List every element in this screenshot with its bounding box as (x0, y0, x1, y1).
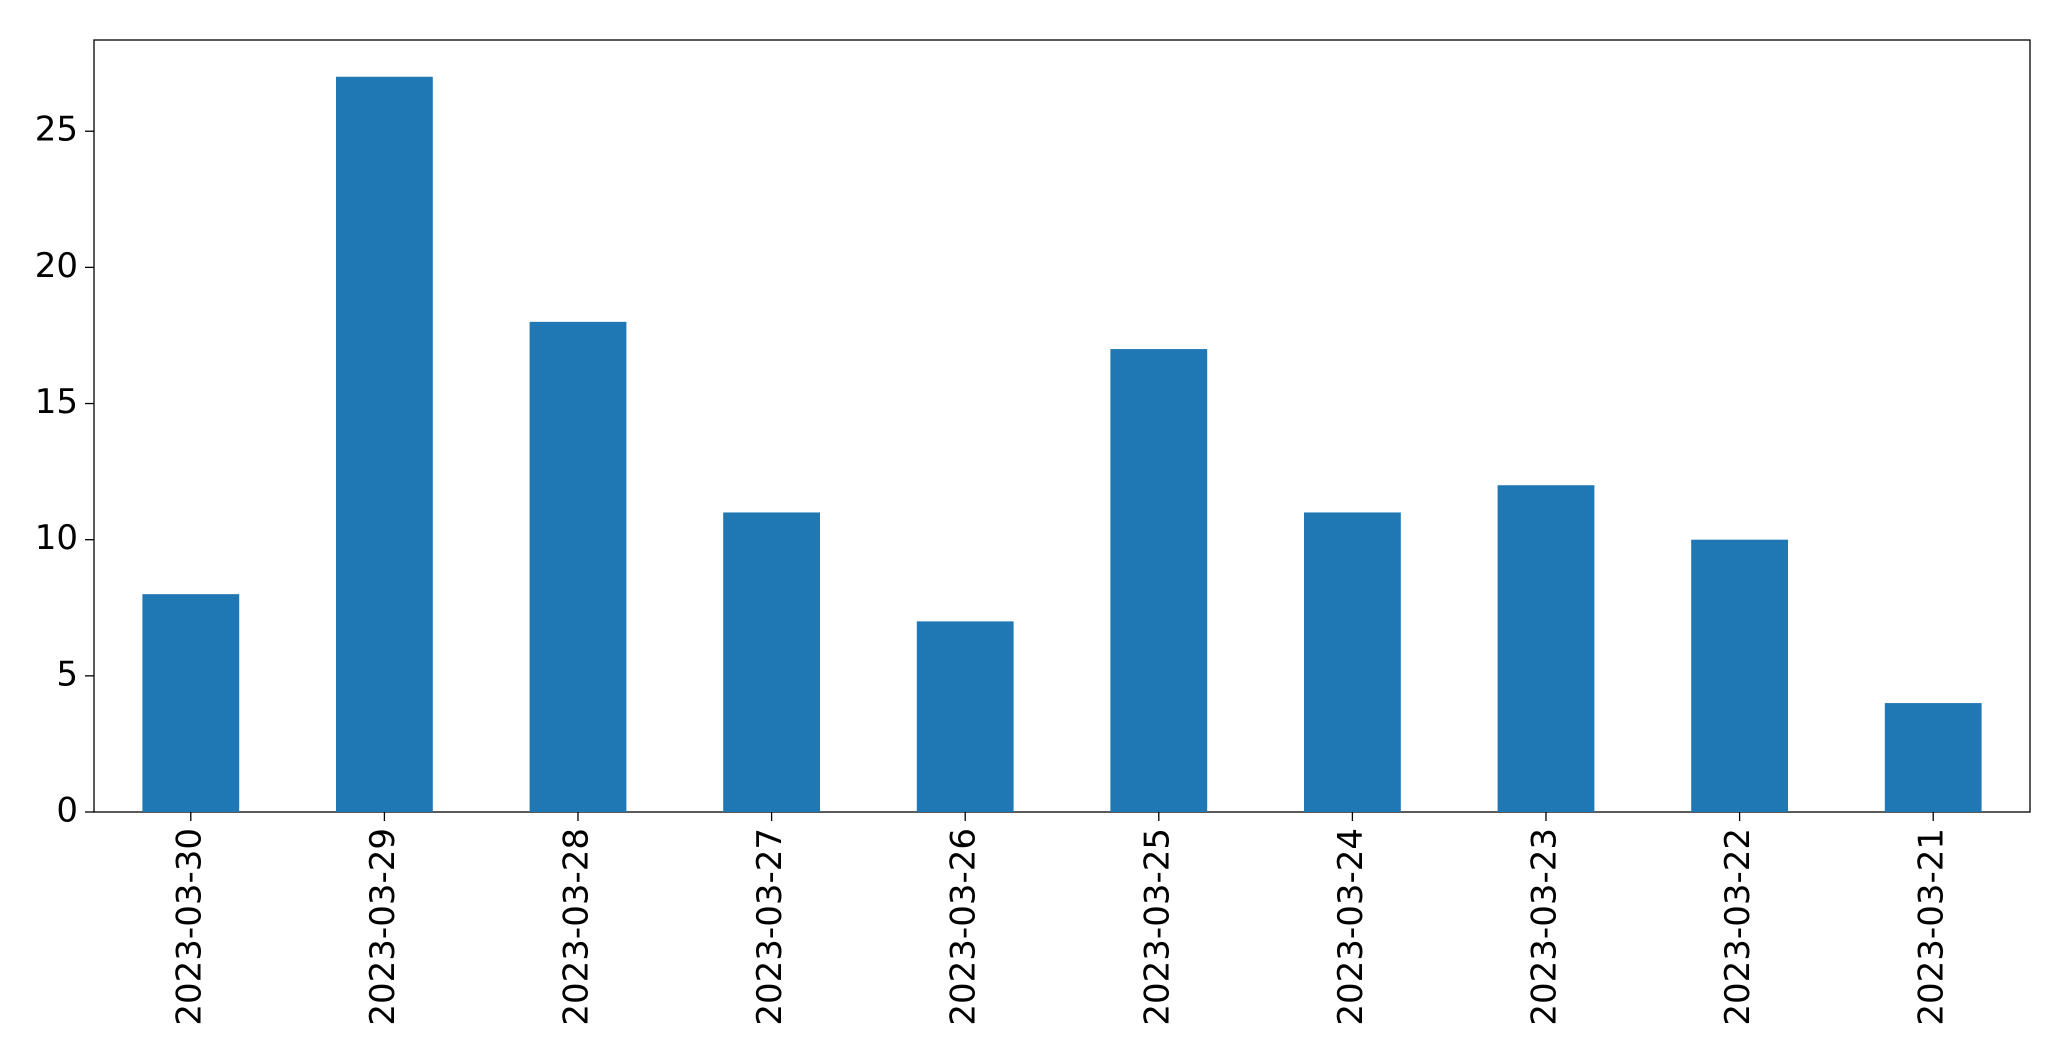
x-tick-label: 2023-03-21 (1912, 828, 1952, 1026)
x-tick-label: 2023-03-24 (1331, 828, 1371, 1026)
y-tick-label: 10 (35, 518, 78, 558)
x-tick-label: 2023-03-26 (944, 828, 984, 1026)
bar (336, 76, 433, 812)
x-tick-label: 2023-03-23 (1525, 828, 1565, 1026)
bar (142, 594, 240, 812)
bar (1497, 485, 1595, 812)
x-tick-label: 2023-03-25 (1137, 828, 1177, 1026)
x-tick-label: 2023-03-22 (1718, 828, 1758, 1026)
y-tick-label: 5 (56, 654, 78, 694)
bar (1884, 703, 1982, 812)
y-tick-label: 15 (35, 382, 78, 422)
x-tick-label: 2023-03-28 (557, 828, 597, 1026)
x-tick-label: 2023-03-29 (363, 828, 403, 1026)
bar (529, 321, 627, 812)
bar (916, 621, 1014, 812)
bar (1110, 349, 1208, 812)
x-tick-label: 2023-03-27 (750, 828, 790, 1026)
bar (723, 512, 820, 812)
y-tick-label: 0 (56, 791, 78, 831)
y-tick-label: 20 (35, 246, 78, 286)
x-tick-label: 2023-03-30 (169, 828, 209, 1026)
bar (1691, 539, 1788, 812)
y-tick-label: 25 (35, 110, 78, 150)
plot-frame (93, 39, 2031, 813)
bar (1304, 512, 1401, 812)
